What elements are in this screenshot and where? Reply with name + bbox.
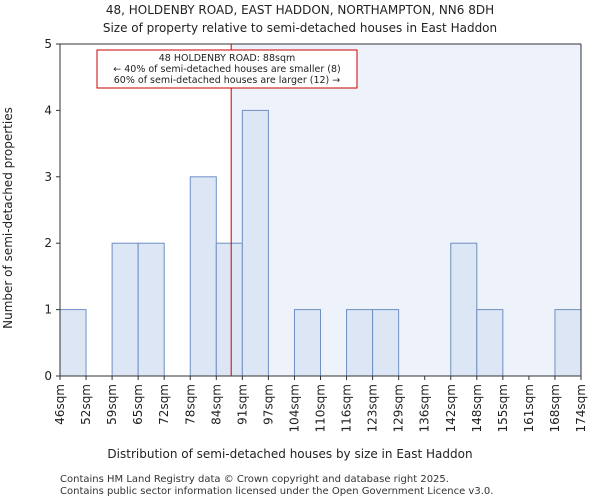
x-tick-label-97sqm: 97sqm: [261, 384, 275, 425]
y-tick-label-1: 1: [44, 303, 52, 317]
bar-59sqm: [111, 242, 139, 377]
x-tick-label-110sqm: 110sqm: [314, 384, 328, 432]
x-tick-label-91sqm: 91sqm: [235, 384, 249, 425]
x-tick-label-161sqm: 161sqm: [522, 384, 536, 432]
y-tick-label-5: 5: [44, 37, 52, 51]
x-tick-label-174sqm: 174sqm: [574, 384, 588, 432]
footer-line-1: Contains HM Land Registry data © Crown c…: [60, 474, 449, 485]
chart-subtitle: Size of property relative to semi-detach…: [103, 21, 497, 35]
bar-148sqm: [476, 309, 504, 377]
x-tick-label-52sqm: 52sqm: [79, 384, 93, 425]
bars: [59, 109, 582, 377]
x-tick-label-116sqm: 116sqm: [340, 384, 354, 432]
y-tick-label-0: 0: [44, 369, 52, 383]
x-tick-label-148sqm: 148sqm: [470, 384, 484, 432]
bar-91sqm: [241, 109, 269, 377]
x-axis-label: Distribution of semi-detached houses by …: [107, 447, 472, 461]
annotation-line-2: ← 40% of semi-detached houses are smalle…: [113, 64, 341, 75]
bar-168sqm: [554, 309, 582, 377]
x-tick-label-155sqm: 155sqm: [496, 384, 510, 432]
bar-123sqm: [372, 309, 400, 377]
bar-116sqm: [346, 309, 374, 377]
x-tick-label-104sqm: 104sqm: [287, 384, 301, 432]
x-tick-label-123sqm: 123sqm: [366, 384, 380, 432]
bar-84sqm: [215, 242, 243, 377]
x-tick-label-46sqm: 46sqm: [53, 384, 67, 425]
bar-142sqm: [450, 242, 478, 377]
x-tick-label-59sqm: 59sqm: [105, 384, 119, 425]
annotation-line-3: 60% of semi-detached houses are larger (…: [114, 75, 341, 86]
larger-region-highlight: [231, 44, 581, 376]
y-tick-label-2: 2: [44, 236, 52, 250]
x-tick-label-168sqm: 168sqm: [548, 384, 562, 432]
x-tick-label-84sqm: 84sqm: [209, 384, 223, 425]
x-ticks: 46sqm 52sqm 59sqm 65sqm 72sqm 78sqm 84sqm 91sqm…: [53, 376, 588, 432]
footer-line-2: Contains public sector information licen…: [60, 486, 493, 497]
bar-65sqm: [137, 242, 165, 377]
annotation-box: [96, 49, 358, 89]
y-axis-label: Number of semi-detached properties: [1, 107, 15, 329]
x-tick-label-72sqm: 72sqm: [157, 384, 171, 425]
x-tick-label-142sqm: 142sqm: [444, 384, 458, 432]
annotation-line-1: 48 HOLDENBY ROAD: 88sqm: [159, 53, 296, 64]
x-tick-label-78sqm: 78sqm: [183, 384, 197, 425]
bar-78sqm: [189, 176, 217, 377]
bar-46sqm: [59, 309, 87, 377]
x-tick-label-65sqm: 65sqm: [131, 384, 145, 425]
y-tick-label-4: 4: [44, 103, 52, 117]
x-tick-label-129sqm: 129sqm: [392, 384, 406, 432]
x-tick-label-136sqm: 136sqm: [418, 384, 432, 432]
y-ticks: 0 1 2 3 4 5: [44, 37, 60, 383]
bar-104sqm: [293, 309, 322, 377]
chart-title: 48, HOLDENBY ROAD, EAST HADDON, NORTHAMP…: [106, 3, 494, 17]
y-tick-label-3: 3: [44, 170, 52, 184]
